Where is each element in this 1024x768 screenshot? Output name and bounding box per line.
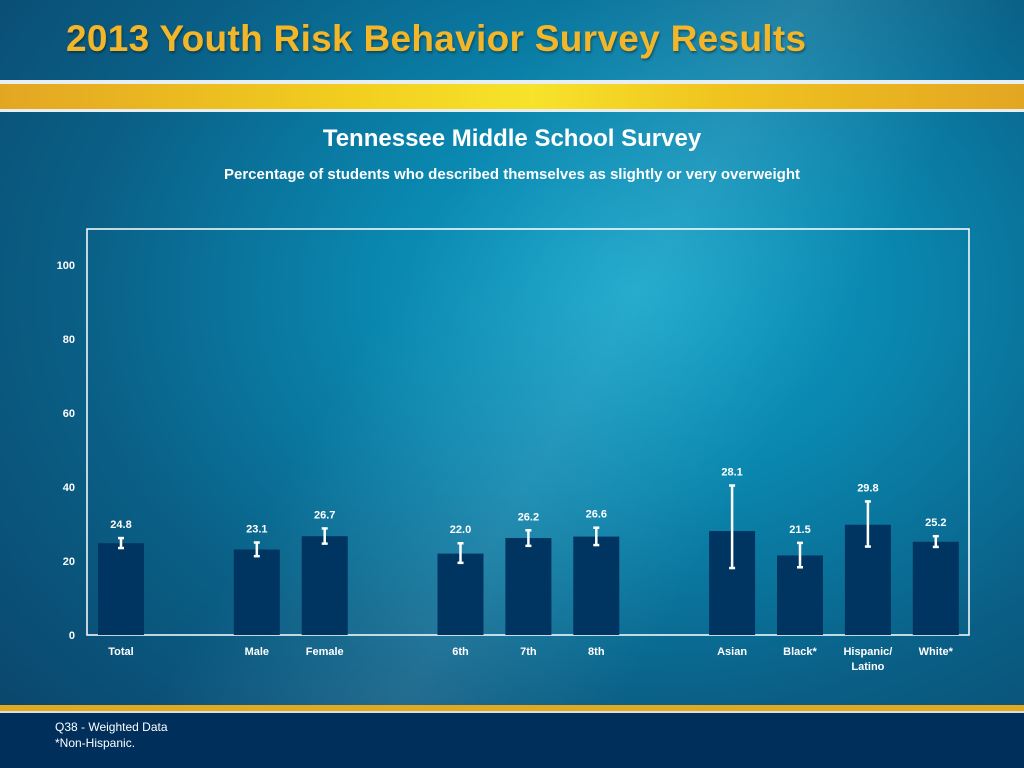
x-tick-label: Black* (783, 646, 817, 658)
y-tick-label: 100 (57, 260, 75, 272)
y-tick-label: 20 (63, 556, 75, 568)
bar (912, 541, 959, 635)
footer: Q38 - Weighted Data *Non-Hispanic. (0, 705, 1024, 768)
x-tick-label: 8th (588, 646, 605, 658)
footer-light-rule (0, 711, 1024, 713)
header-rule-top (0, 80, 1024, 84)
x-tick-label: Asian (717, 646, 747, 658)
data-label: 26.2 (518, 511, 539, 523)
x-tick-label: Hispanic/Latino (843, 646, 892, 673)
data-label: 28.1 (721, 467, 742, 479)
data-label: 29.8 (857, 482, 878, 494)
x-tick-label: Total (108, 646, 133, 658)
header-gold-band (0, 84, 1024, 109)
page-title: 2013 Youth Risk Behavior Survey Results (66, 18, 807, 59)
bar (437, 553, 484, 635)
footnote-non-hispanic: *Non-Hispanic. (55, 736, 136, 750)
bar (573, 536, 620, 635)
data-label: 23.1 (246, 524, 267, 536)
title-bar: 2013 Youth Risk Behavior Survey Results (0, 0, 1024, 82)
footer-gold-rule (0, 705, 1024, 711)
data-label: 21.5 (789, 524, 810, 536)
data-label: 25.2 (925, 517, 946, 529)
data-label: 26.7 (314, 509, 335, 521)
header-rule-bottom (0, 109, 1024, 112)
x-tick-label: 7th (520, 646, 537, 658)
y-tick-label: 60 (63, 408, 75, 420)
bar (233, 549, 280, 635)
footnote-weighted-data: Q38 - Weighted Data (55, 720, 168, 734)
chart-title: Tennessee Middle School Survey (322, 125, 702, 152)
x-tick-label: White* (919, 646, 954, 658)
x-tick-label: 6th (452, 646, 469, 658)
chart-subtitle: Percentage of students who described the… (223, 166, 801, 183)
y-tick-label: 0 (69, 630, 75, 642)
y-tick-label: 40 (63, 482, 75, 494)
y-tick-label: 80 (63, 334, 75, 346)
bar (301, 536, 348, 635)
x-tick-label: Female (306, 646, 344, 658)
bar (777, 555, 823, 635)
data-label: 24.8 (110, 519, 131, 531)
x-tick-label: Male (245, 646, 269, 658)
data-label: 26.6 (586, 509, 607, 521)
bar (98, 543, 144, 635)
data-label: 22.0 (450, 524, 471, 536)
bar (505, 538, 552, 635)
bar-chart: 0 20 40 60 80 100 24.8 Total 23.1 Male 26.7 Female 2… (57, 260, 959, 673)
